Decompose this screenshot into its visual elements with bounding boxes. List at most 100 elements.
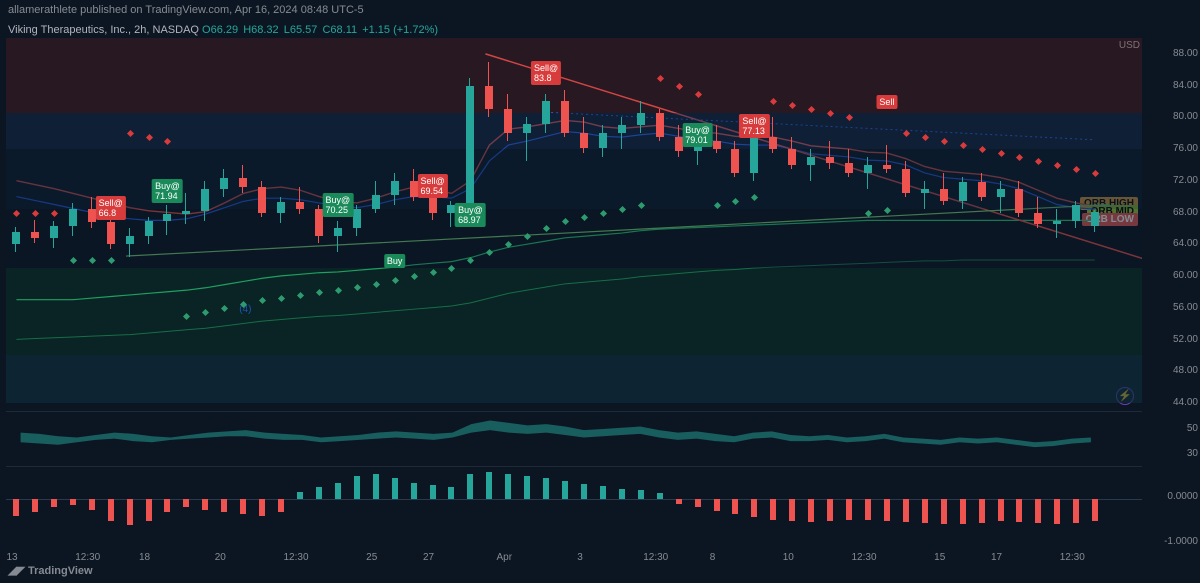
macd-bar xyxy=(676,499,682,504)
macd-bar xyxy=(202,499,208,510)
macd-bar xyxy=(221,499,227,512)
candle xyxy=(69,203,77,236)
chart-panes[interactable]: USD ORB HIGH ORB MID ORB LOW 68.11 01:41… xyxy=(6,38,1142,543)
macd-bar xyxy=(638,490,644,498)
macd-bar xyxy=(127,499,133,526)
oscillator-svg xyxy=(6,412,1142,467)
macd-bar xyxy=(922,499,928,524)
macd-y-axis: 0.0000-1.0000 xyxy=(1146,466,1200,542)
zone-band xyxy=(6,209,1142,269)
candle xyxy=(599,125,607,157)
price-tick: 72.00 xyxy=(1148,175,1198,186)
time-tick: 12:30 xyxy=(75,552,100,563)
sell-signal: Sell@66.8 xyxy=(96,196,126,220)
ohlc-open: O66.29 xyxy=(202,24,238,36)
time-tick: 8 xyxy=(710,552,716,563)
macd-bar xyxy=(979,499,985,523)
price-tick: 60.00 xyxy=(1148,270,1198,281)
macd-bar xyxy=(657,493,663,498)
candle xyxy=(997,181,1005,213)
time-tick: 20 xyxy=(215,552,226,563)
symbol-line: Viking Therapeutics, Inc., 2h, NASDAQ O6… xyxy=(8,24,438,36)
price-y-axis: 44.0048.0052.0056.0060.0064.0068.0072.00… xyxy=(1146,38,1200,412)
candle xyxy=(713,125,721,153)
zone-band xyxy=(6,113,1142,149)
ohlc-close: C68.11 xyxy=(322,24,357,36)
macd-bar xyxy=(524,476,530,498)
macd-bar xyxy=(619,489,625,499)
candle xyxy=(864,157,872,189)
oscillator-pane[interactable] xyxy=(6,412,1142,468)
price-pane[interactable]: USD ORB HIGH ORB MID ORB LOW 68.11 01:41… xyxy=(6,38,1142,412)
macd-bar xyxy=(543,478,549,498)
time-tick: 15 xyxy=(934,552,945,563)
candle xyxy=(883,145,891,173)
candle xyxy=(334,221,342,253)
time-tick: 10 xyxy=(783,552,794,563)
candle xyxy=(410,169,418,201)
buy-signal: Buy xyxy=(384,254,406,268)
price-tick: 44.00 xyxy=(1148,397,1198,408)
macd-bar xyxy=(297,492,303,499)
macd-bar xyxy=(1016,499,1022,522)
ohlc-low: L65.57 xyxy=(284,24,318,36)
macd-bar xyxy=(32,499,38,512)
ohlc-high: H68.32 xyxy=(243,24,278,36)
candle xyxy=(1053,209,1061,238)
macd-bar xyxy=(467,474,473,499)
macd-bar xyxy=(70,499,76,506)
candle xyxy=(1015,181,1023,217)
time-tick: 12:30 xyxy=(283,552,308,563)
time-tick: 17 xyxy=(991,552,1002,563)
candle xyxy=(523,117,531,161)
macd-bar xyxy=(960,499,966,524)
time-tick: 12:30 xyxy=(643,552,668,563)
candle xyxy=(845,149,853,177)
price-tick: 76.00 xyxy=(1148,143,1198,154)
macd-bar xyxy=(240,499,246,515)
macd-bar xyxy=(846,499,852,520)
macd-bar xyxy=(108,499,114,521)
macd-tick: -1.0000 xyxy=(1148,536,1198,547)
sell-signal: Sell xyxy=(876,95,897,109)
macd-bar xyxy=(183,499,189,508)
price-tick: 68.00 xyxy=(1148,207,1198,218)
osc-tick: 30 xyxy=(1148,448,1198,459)
candle xyxy=(731,141,739,177)
price-tick: 88.00 xyxy=(1148,48,1198,59)
candle xyxy=(353,205,361,237)
time-tick: 12:30 xyxy=(1060,552,1085,563)
time-tick: 3 xyxy=(577,552,583,563)
buy-signal: Buy@68.97 xyxy=(455,203,486,227)
candle xyxy=(750,133,758,181)
candle xyxy=(1072,201,1080,229)
candle xyxy=(769,117,777,153)
price-tick: 56.00 xyxy=(1148,302,1198,313)
candle xyxy=(391,173,399,205)
macd-bar xyxy=(789,499,795,521)
macd-bar xyxy=(259,499,265,517)
macd-bar xyxy=(146,499,152,521)
candle xyxy=(145,217,153,244)
candle xyxy=(959,177,967,209)
price-tick: 48.00 xyxy=(1148,365,1198,376)
macd-bar xyxy=(770,499,776,520)
macd-bar xyxy=(1035,499,1041,524)
macd-bar xyxy=(89,499,95,510)
candle xyxy=(88,197,96,229)
macd-bar xyxy=(1092,499,1098,521)
macd-pane[interactable] xyxy=(6,467,1142,543)
candle xyxy=(201,181,209,221)
macd-bar xyxy=(903,499,909,522)
candle xyxy=(239,165,247,193)
candle xyxy=(788,137,796,169)
zone-band xyxy=(6,355,1142,403)
osc-y-axis: 3050 xyxy=(1146,411,1200,466)
candle xyxy=(31,220,39,243)
price-tick: 80.00 xyxy=(1148,111,1198,122)
price-tick: 52.00 xyxy=(1148,334,1198,345)
candle xyxy=(258,181,266,217)
candle xyxy=(466,78,474,209)
buy-signal: Buy@70.25 xyxy=(323,193,354,217)
candle xyxy=(807,149,815,181)
